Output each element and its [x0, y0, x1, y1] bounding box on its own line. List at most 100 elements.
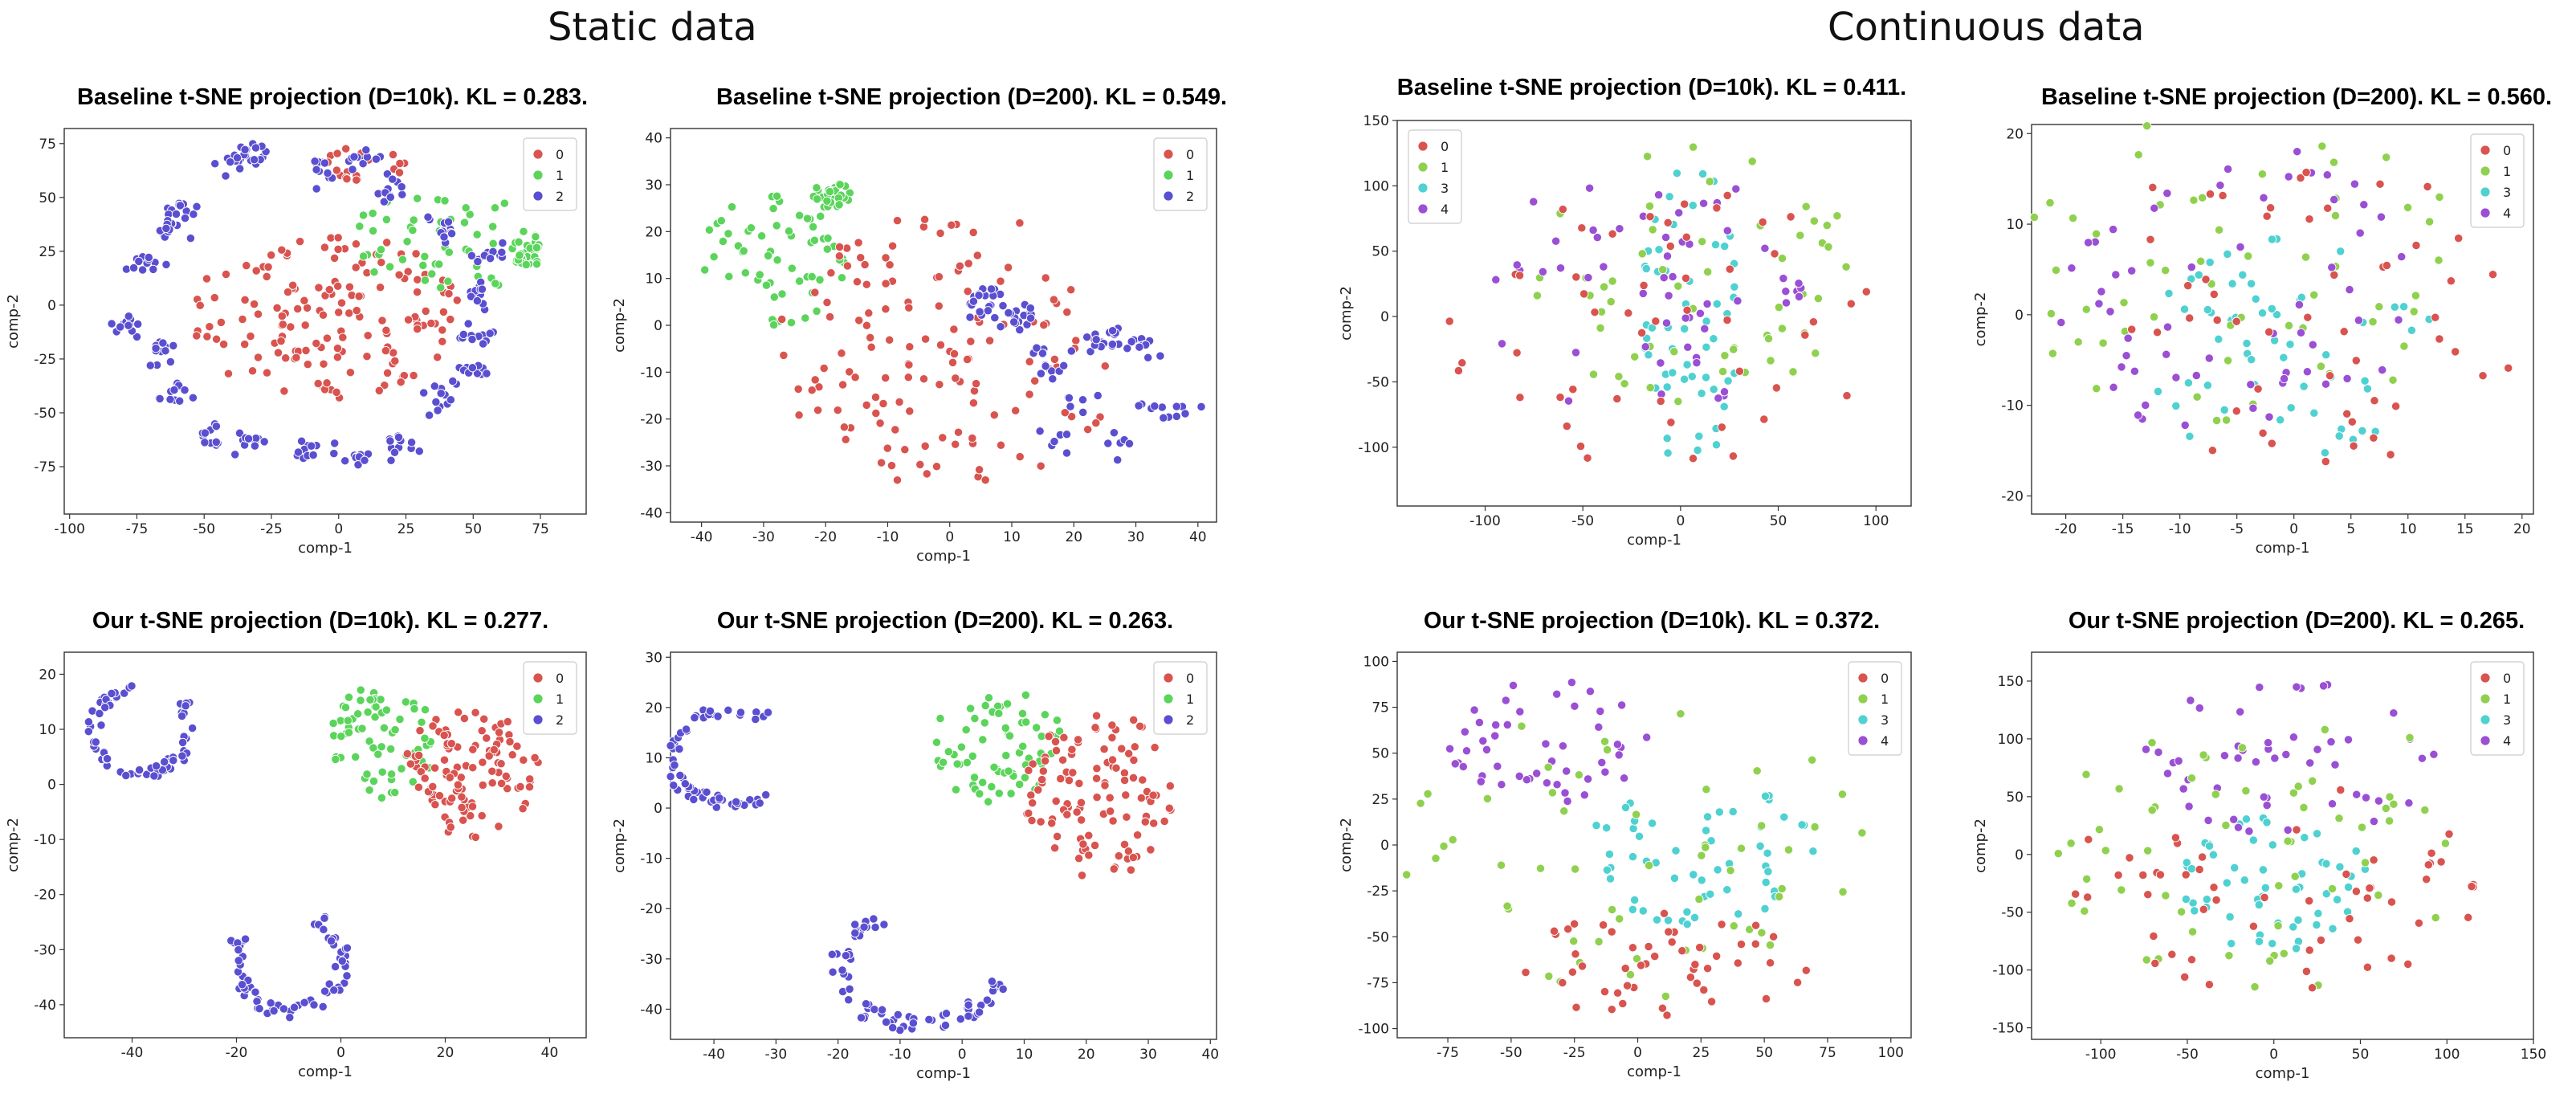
data-point-2: [1180, 409, 1190, 418]
data-point-0: [420, 773, 430, 783]
data-point-4: [2130, 366, 2140, 376]
x-tick-label: 25: [397, 521, 415, 537]
data-point-4: [2067, 263, 2077, 273]
data-point-1: [420, 704, 430, 715]
data-point-0: [1119, 839, 1130, 850]
legend-label-2: 2: [1186, 189, 1194, 204]
data-point-1: [521, 259, 531, 270]
data-point-1: [1600, 737, 1610, 746]
x-tick-label: -100: [54, 521, 85, 537]
y-axis-label: comp-2: [1972, 818, 1989, 873]
data-point-0: [300, 320, 310, 330]
data-point-1: [931, 737, 942, 747]
data-point-1: [2384, 816, 2395, 826]
data-point-4: [2404, 798, 2414, 808]
data-point-1: [1765, 940, 1775, 950]
data-point-2: [1196, 402, 1206, 412]
legend-label-0: 0: [1186, 671, 1194, 686]
data-point-4: [2094, 299, 2104, 308]
data-point-1: [420, 276, 430, 285]
data-point-0: [1030, 376, 1040, 386]
data-point-1: [772, 221, 781, 231]
x-axis-label: comp-1: [298, 540, 353, 557]
data-point-0: [2427, 848, 2436, 858]
data-point-0: [881, 304, 891, 314]
data-point-0: [822, 297, 832, 308]
data-point-2: [137, 265, 148, 275]
data-point-2: [388, 174, 397, 184]
data-point-4: [2270, 753, 2280, 763]
data-point-1: [1669, 347, 1679, 357]
data-point-2: [360, 455, 369, 465]
data-point-2: [850, 929, 860, 938]
data-point-4: [2141, 745, 2151, 754]
data-point-2: [1091, 335, 1101, 345]
data-point-3: [2279, 353, 2289, 362]
x-tick-label: -5: [2230, 521, 2244, 537]
data-point-1: [835, 180, 845, 190]
legend-marker-0: [1163, 672, 1174, 684]
data-point-1: [2301, 252, 2311, 262]
data-point-0: [1037, 774, 1047, 785]
data-point-1: [1645, 382, 1655, 393]
data-point-3: [1592, 820, 1601, 831]
data-point-0: [1076, 815, 1086, 825]
data-point-0: [406, 759, 416, 769]
data-point-1: [1777, 884, 1787, 894]
data-point-3: [1602, 823, 1612, 833]
data-point-2: [169, 385, 179, 395]
data-point-2: [473, 256, 483, 267]
data-point-0: [2071, 889, 2081, 899]
data-point-2: [1107, 339, 1118, 349]
data-point-2: [485, 254, 495, 263]
y-tick-label: -10: [2001, 398, 2024, 414]
scatter-points: [1445, 142, 1871, 463]
data-point-0: [2382, 260, 2392, 271]
data-point-4: [1532, 769, 1542, 778]
data-point-2: [124, 320, 133, 330]
data-point-4: [2313, 745, 2322, 754]
data-point-2: [1037, 349, 1048, 358]
y-tick-label: 150: [1363, 113, 1389, 129]
data-point-0: [1690, 960, 1700, 969]
data-point-0: [834, 242, 845, 252]
data-point-4: [2184, 802, 2194, 811]
data-point-1: [1569, 937, 1579, 946]
data-point-3: [1689, 870, 1698, 880]
y-tick-label: -30: [640, 952, 662, 968]
data-point-2: [431, 397, 441, 407]
data-point-1: [1607, 904, 1617, 915]
data-point-2: [187, 723, 198, 733]
data-point-2: [1156, 351, 1165, 361]
data-point-2: [289, 1002, 300, 1012]
legend-label-4: 4: [1881, 733, 1889, 749]
data-point-0: [875, 418, 885, 428]
data-point-1: [1001, 723, 1010, 733]
data-point-3: [2228, 279, 2237, 288]
data-point-1: [815, 275, 825, 285]
data-point-0: [841, 435, 850, 444]
y-tick-label: 20: [645, 700, 662, 716]
data-point-0: [1072, 807, 1082, 817]
y-tick-label: -10: [34, 832, 56, 848]
data-point-2: [675, 744, 684, 754]
data-point-1: [2320, 724, 2329, 735]
plot-frame: [2031, 651, 2534, 1040]
legend-marker-3: [1857, 714, 1869, 725]
data-point-4: [1501, 696, 1510, 705]
data-point-0: [2375, 179, 2385, 189]
data-point-3: [1709, 334, 1718, 344]
data-point-0: [1761, 994, 1771, 1004]
data-point-1: [1720, 351, 1730, 361]
data-point-0: [416, 767, 426, 777]
data-point-1: [763, 251, 773, 261]
data-point-0: [895, 397, 904, 407]
data-point-3: [2260, 883, 2270, 893]
data-point-3: [2358, 426, 2367, 436]
data-point-0: [2435, 334, 2444, 344]
data-point-0: [202, 332, 212, 341]
data-point-3: [1763, 848, 1772, 858]
data-point-3: [1682, 920, 1692, 929]
data-point-0: [414, 750, 424, 761]
data-point-0: [2454, 233, 2464, 243]
